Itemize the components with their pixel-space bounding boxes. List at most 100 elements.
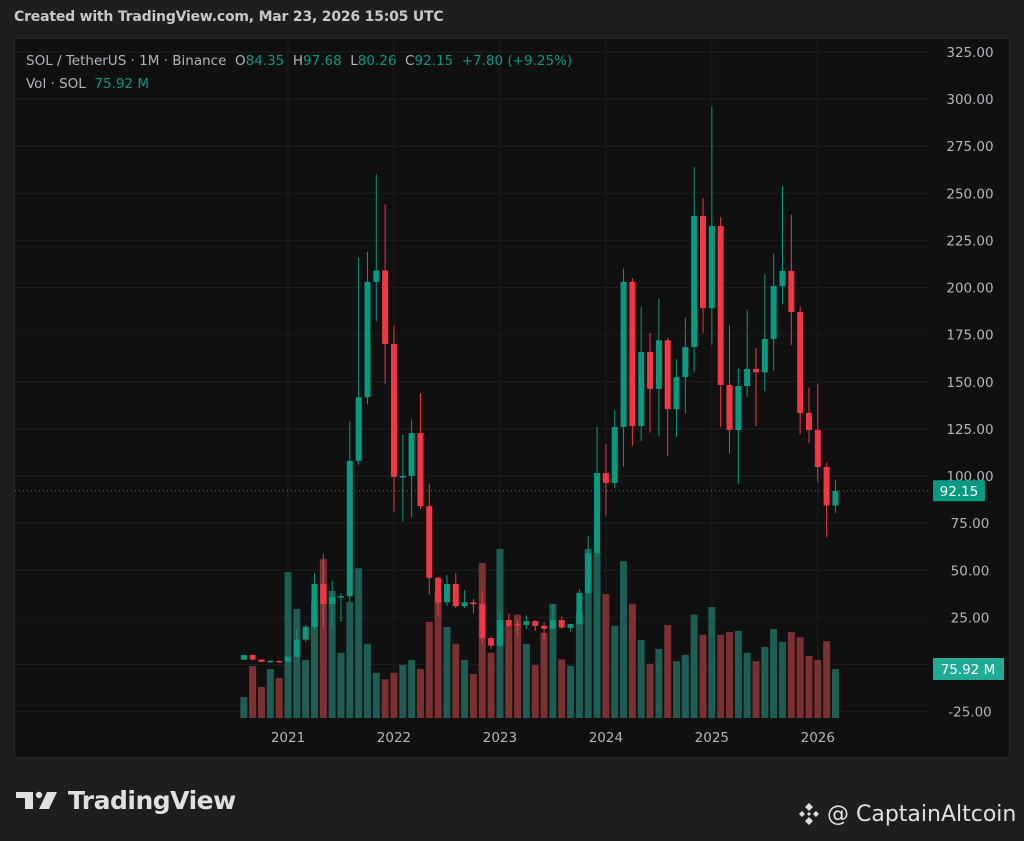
candle-body [691, 215, 698, 348]
volume-bar [540, 632, 548, 718]
volume-bar [487, 652, 495, 718]
high-label: H [292, 53, 304, 69]
volume-bar [646, 663, 654, 718]
volume-bar [770, 628, 778, 718]
candle-body [408, 433, 415, 476]
candle [700, 197, 707, 333]
candle-body [523, 621, 530, 625]
candle-body [532, 621, 539, 626]
y-tick-label: 125.00 [946, 422, 993, 438]
candle-body [558, 620, 565, 628]
price-axis: 325.00 300.00 275.00 250.00 225.00 200.00 175.… [946, 45, 993, 721]
candle [638, 306, 645, 441]
candle-body [797, 312, 804, 414]
x-tick-label: 2024 [589, 730, 623, 746]
low-value: 80.26 [357, 53, 397, 69]
candle [735, 368, 742, 484]
volume-bar [328, 590, 336, 718]
y-tick-label: 25.00 [951, 610, 990, 626]
candle [320, 554, 327, 628]
volume-bar [823, 641, 831, 718]
candle-body [276, 660, 283, 663]
volume-bar [549, 603, 557, 718]
candle [293, 630, 300, 657]
candle [726, 325, 733, 454]
close-value: 92.15 [414, 53, 454, 69]
candle [329, 580, 336, 626]
candle [532, 620, 539, 631]
volume-bar [752, 661, 760, 718]
candle-body [735, 386, 742, 431]
open-value: 84.35 [245, 53, 285, 69]
volume-label[interactable]: Vol · SOL [26, 76, 86, 92]
volume-bar [575, 612, 583, 718]
last-volume-badge-bg [933, 658, 1004, 680]
candle-body [752, 368, 759, 373]
candle-body [461, 602, 468, 607]
candle [691, 166, 698, 373]
volume-bar [708, 606, 716, 718]
candle [408, 419, 415, 518]
volume-bar [690, 614, 698, 718]
candle-body [770, 285, 777, 339]
candle [443, 574, 450, 607]
candle [461, 590, 468, 608]
tradingview-logo-icon [16, 791, 57, 809]
x-tick-label: 2022 [377, 730, 411, 746]
symbol-title[interactable]: SOL / TetherUS · 1M · Binance [26, 53, 227, 69]
tradingview-logo[interactable]: TradingView [16, 786, 236, 815]
volume-bar [461, 659, 469, 718]
volume-bar [249, 666, 257, 718]
candle-body [647, 351, 654, 389]
volume-bar [240, 697, 248, 718]
candle [585, 536, 592, 594]
candle [549, 604, 556, 630]
volume-bar [761, 647, 769, 718]
candle [611, 410, 618, 489]
low-label: L [350, 53, 358, 69]
candle [629, 278, 636, 446]
volume-bar [664, 625, 672, 718]
candle [240, 654, 247, 660]
x-tick-label: 2021 [271, 730, 305, 746]
candle-body [390, 344, 397, 477]
candle-body [744, 368, 751, 387]
volume-bar [699, 634, 707, 718]
candle-body [717, 226, 724, 385]
y-tick-label: 250.00 [946, 186, 993, 202]
candle [355, 257, 362, 465]
volume-bar [726, 632, 733, 718]
candle-body [576, 592, 583, 625]
volume-bar [814, 659, 822, 718]
volume-bar [673, 661, 681, 718]
x-tick-label: 2023 [483, 730, 517, 746]
y-tick-label: 50.00 [951, 563, 990, 579]
candle [390, 325, 397, 512]
candle-body [382, 270, 389, 345]
candle [797, 306, 804, 435]
volume-bar [743, 652, 751, 718]
volume-bar [408, 659, 416, 718]
candle-body [320, 584, 327, 604]
candle [779, 186, 786, 305]
candle [744, 310, 751, 397]
candle [655, 298, 662, 437]
volume-bar [390, 672, 398, 718]
last-volume-badge: 75.92 M [933, 658, 1004, 680]
candle-body [249, 655, 256, 660]
volume-bar [628, 603, 636, 718]
candle-body [611, 426, 618, 483]
volume-bar [734, 630, 742, 718]
candle-body [293, 639, 300, 657]
volume-bar [302, 659, 310, 718]
candle [761, 274, 768, 392]
candle-body [311, 584, 318, 627]
volume-bar [717, 634, 725, 718]
volume-bar [452, 643, 460, 718]
candle [302, 624, 309, 642]
candle-body [814, 430, 821, 467]
candle [337, 593, 344, 622]
grid [15, 39, 930, 720]
candle-body [779, 270, 786, 286]
